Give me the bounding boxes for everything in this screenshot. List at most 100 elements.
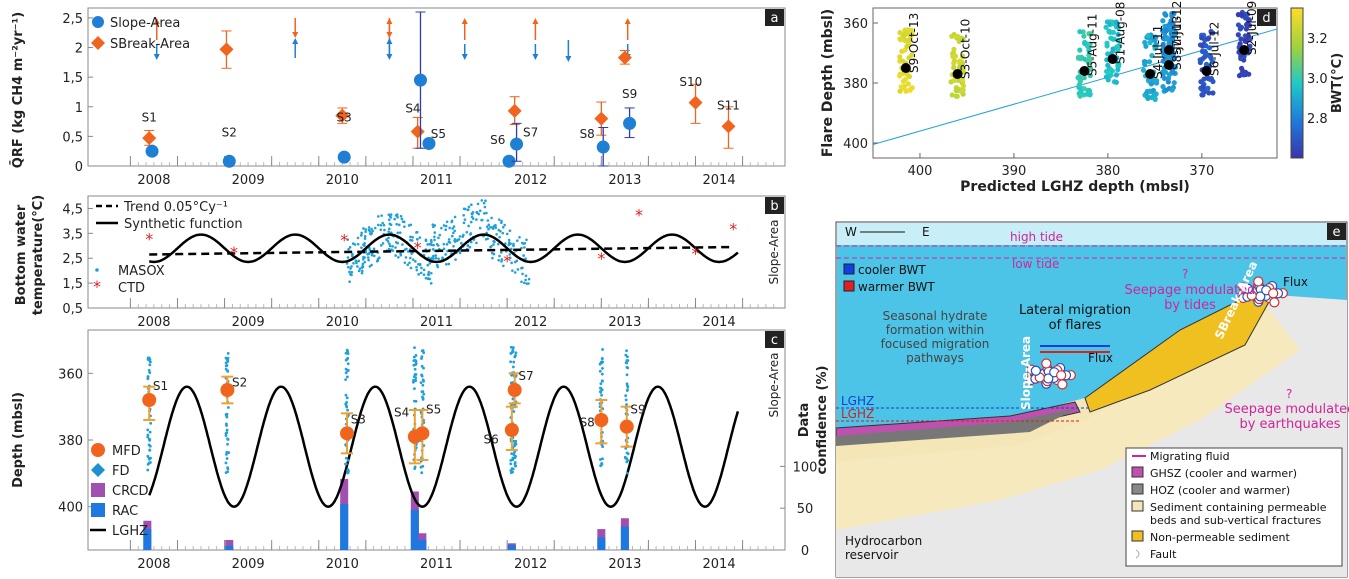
flare-point: [1243, 26, 1250, 32]
masox-point: [391, 245, 394, 248]
masox-point: [463, 218, 467, 221]
masox-point: [484, 199, 487, 203]
fd-point: [148, 430, 152, 434]
masox-point: [471, 217, 475, 220]
flare-point: [1171, 80, 1177, 86]
masox-point: [408, 261, 411, 265]
sbreak-area-point: [507, 103, 522, 118]
masox-point: [388, 244, 392, 248]
group-mean-point: [1163, 60, 1174, 70]
flare-point: [1169, 13, 1175, 19]
fd-point: [149, 421, 153, 425]
flare-point: [1088, 65, 1094, 72]
fd-point: [625, 451, 629, 455]
colorbar-segment: [1291, 38, 1303, 41]
flare-point: [1105, 51, 1111, 57]
colorbar-segment: [1291, 100, 1303, 104]
fd-point: [224, 364, 228, 368]
masox-point: [360, 266, 364, 269]
ctd-point: *: [729, 219, 737, 238]
fd-point: [512, 410, 516, 413]
rac-bar: [597, 537, 606, 550]
flare-point: [1164, 36, 1170, 42]
fd-point: [624, 446, 628, 450]
fd-point: [147, 358, 151, 362]
fd-point: [421, 395, 424, 399]
fd-point: [346, 369, 350, 373]
masox-point: [440, 226, 443, 230]
x-tick-label: 2011: [420, 173, 453, 188]
flare-point: [1150, 87, 1157, 94]
legend-label: beds and sub-vertical fractures: [1150, 514, 1322, 527]
flare-point: [1103, 24, 1109, 30]
y2-tick-label: 100: [793, 460, 818, 475]
masox-point: [497, 258, 501, 262]
masox-point: [507, 243, 511, 247]
masox-point: [385, 238, 388, 241]
legend-mfd-marker: [91, 443, 105, 457]
masox-point: [490, 216, 493, 220]
masox-point: [452, 225, 456, 228]
panel-tag-bg: [1257, 9, 1276, 26]
x-tick-label: 2012: [514, 173, 547, 188]
masox-point: [417, 273, 420, 276]
fd-point: [224, 422, 228, 426]
mfd-point: [594, 413, 609, 427]
panel-tag-bg: [1327, 223, 1346, 240]
masox-point: [381, 221, 384, 225]
sbreak-area-point: [594, 111, 609, 126]
masox-point: [487, 227, 490, 231]
masox-point: [508, 229, 512, 233]
flare-point: [1246, 17, 1253, 23]
masox-point: [424, 276, 428, 280]
legend-label: HOZ (cooler and warmer): [1150, 484, 1290, 497]
fd-point: [345, 396, 349, 400]
fd-point: [624, 394, 628, 398]
masox-point: [515, 239, 519, 242]
masox-point: [394, 246, 397, 249]
x-tick-label: 2010: [326, 557, 359, 572]
masox-point: [436, 244, 440, 247]
masox-point: [345, 262, 349, 265]
flare-point: [1115, 67, 1121, 73]
y-axis-label: Flare Depth (mbsl): [820, 9, 836, 157]
flare-point: [1169, 87, 1175, 93]
masox-point: [525, 238, 528, 242]
bubble: [1242, 283, 1253, 294]
masox-point: [406, 250, 410, 253]
colorbar-segment: [1291, 18, 1303, 21]
flare-point: [1106, 28, 1112, 34]
masox-point: [379, 224, 383, 227]
sbreak-area-point: [219, 42, 234, 57]
group-label: S3-Oct-10: [959, 19, 973, 79]
masox-point: [360, 246, 363, 249]
legend-swatch: [1131, 530, 1144, 542]
fd-point: [421, 378, 425, 382]
x-tick-label: 2011: [420, 315, 453, 330]
flare-point: [959, 77, 966, 83]
fd-point: [511, 467, 515, 471]
masox-point: [403, 261, 407, 264]
ctd-point: *: [230, 243, 238, 262]
masox-point: [476, 202, 480, 206]
flare-point: [1152, 37, 1158, 43]
masox-point: [363, 235, 367, 238]
masox-point: [409, 256, 412, 260]
flare-point: [1086, 47, 1092, 53]
flare-point: [897, 73, 903, 79]
lateral-migration-label: Lateral migration: [1019, 303, 1131, 318]
y-tick-label: 2,5: [62, 12, 83, 27]
arrow-head-up: [386, 38, 393, 44]
masox-point: [415, 268, 419, 272]
colorbar-segment: [1291, 53, 1303, 56]
air-layer: [837, 223, 1346, 245]
bubble: [1268, 288, 1279, 299]
legend-label: CRCD: [112, 484, 149, 499]
masox-point: [522, 254, 525, 257]
masox-point: [404, 256, 408, 259]
colorbar-segment: [1291, 65, 1303, 69]
flare-point: [1239, 11, 1245, 18]
masox-point: [376, 223, 380, 227]
fd-point: [413, 367, 417, 371]
colorbar-segment: [1291, 140, 1303, 144]
